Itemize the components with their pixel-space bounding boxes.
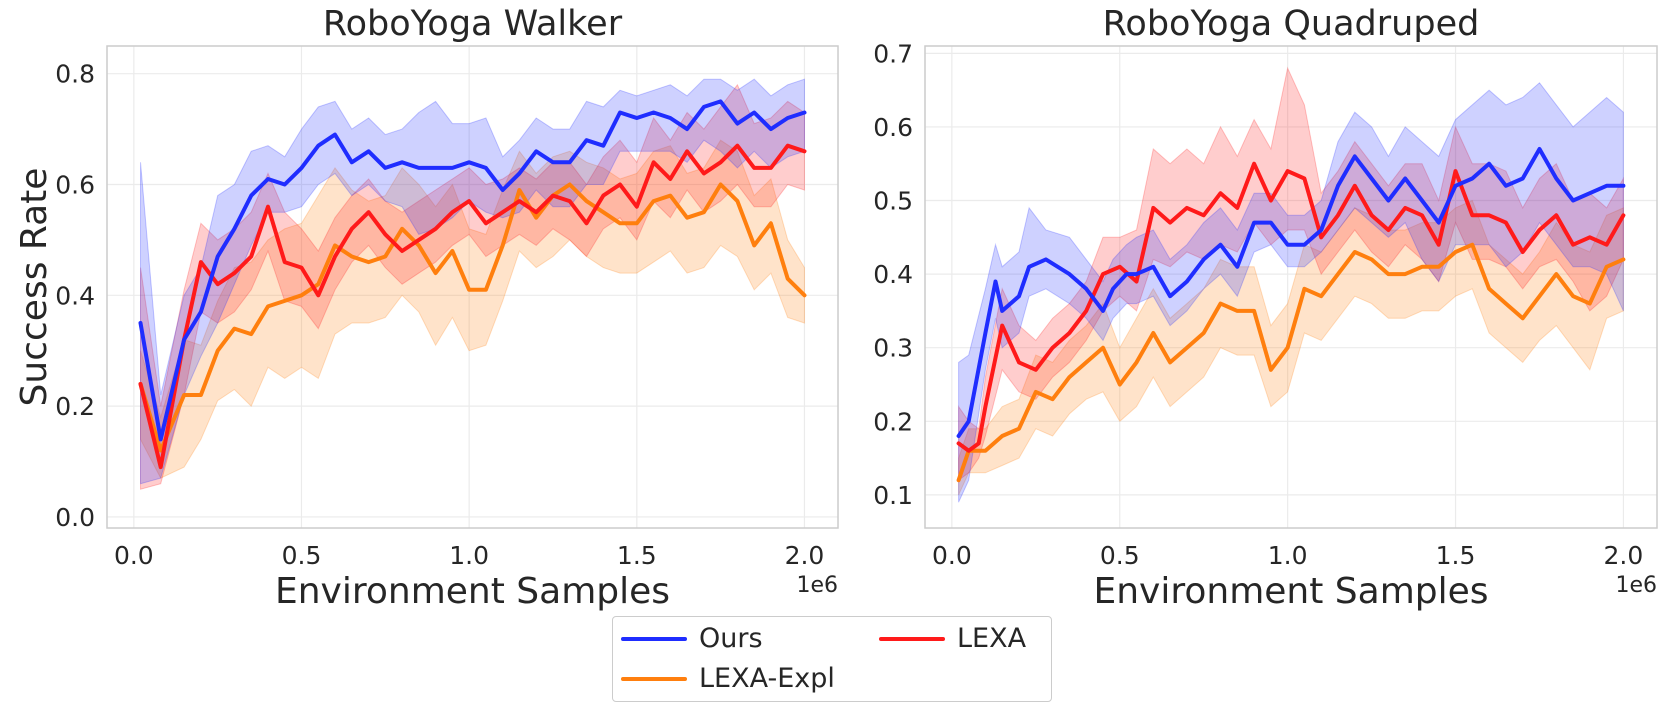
panel-1-y-tick-label-0: 0.1	[873, 481, 913, 510]
panel-1-x-tick-label-3: 1.5	[1436, 541, 1476, 570]
panel-1-plot-area	[925, 46, 1657, 528]
legend-item-ours: Ours	[621, 623, 763, 654]
panel-0-line-lexa	[138, 143, 807, 470]
legend-label-ours: Ours	[699, 623, 763, 654]
panel-0-y-axis-label: Success Rate	[14, 168, 55, 407]
panel-0-title: RoboYoga Walker	[323, 4, 623, 44]
panel-1-title: RoboYoga Quadruped	[1103, 4, 1480, 44]
panel-1-band-ours	[958, 82, 1624, 503]
panel-0-line-lexa-expl	[138, 182, 807, 453]
legend-swatch-ours	[621, 636, 687, 641]
panel-1-y-tick-label-4: 0.5	[873, 187, 913, 216]
panel-1-x-tick-label-1: 0.5	[1100, 541, 1140, 570]
panel-1-x-tick-label-4: 2.0	[1604, 541, 1644, 570]
panel-1-x-tick-label-2: 1.0	[1268, 541, 1308, 570]
legend-item-lexa: LEXA	[879, 623, 1026, 654]
legend-item-lexa-expl: LEXA-Expl	[621, 663, 835, 694]
panel-0-x-tick-label-0: 0.0	[114, 541, 154, 570]
panel-0-x-axis-label: Environment Samples	[275, 571, 670, 612]
panel-0-x-tick-label-1: 0.5	[282, 541, 322, 570]
legend-swatch-lexa	[879, 636, 945, 641]
legend: Ours LEXA LEXA-Expl	[612, 616, 1052, 702]
panel-1-x-tick-label-0: 0.0	[932, 541, 972, 570]
panel-roboyoga-walker: 0.0 0.5 1.0 1.5 2.0 0.0 0.2 0.4 0.6 0.8 RoboYoga W…	[14, 4, 839, 612]
panel-1-y-tick-label-2: 0.3	[873, 334, 913, 363]
panel-0-y-tick-label-2: 0.4	[55, 281, 95, 310]
panel-0-x-tick-label-4: 2.0	[785, 541, 825, 570]
legend-swatch-lexa-expl	[621, 676, 687, 681]
panel-0-y-tick-label-0: 0.0	[55, 503, 95, 532]
panel-1-plot-frame	[924, 45, 1658, 529]
panel-1-y-tick-label-3: 0.4	[873, 260, 913, 289]
panel-1-band-lexa-expl	[958, 199, 1624, 496]
panel-0-y-tick-label-4: 0.8	[55, 60, 95, 89]
panel-0-x-tick-label-2: 1.0	[449, 541, 489, 570]
panel-1-y-tick-label-1: 0.2	[873, 407, 913, 436]
panel-0-band-lexa-expl	[140, 139, 805, 479]
panel-0-plot-area	[107, 46, 838, 528]
panel-1-x-axis-label: Environment Samples	[1093, 571, 1488, 612]
panel-1-line-lexa	[956, 161, 1626, 453]
panel-roboyoga-quadruped: 0.0 0.5 1.0 1.5 2.0 0.1 0.2 0.3 0.4 0.5 0.6 0.7 Robo…	[873, 4, 1658, 612]
panel-1-y-tick-label-5: 0.6	[873, 113, 913, 142]
panel-0-line-ours	[138, 99, 807, 442]
panel-1-line-lexa-expl	[956, 242, 1626, 483]
panel-1-y-tick-label-6: 0.7	[873, 39, 913, 68]
panel-0-y-tick-label-3: 0.6	[55, 171, 95, 200]
panel-0-plot-frame	[106, 45, 839, 529]
legend-label-lexa-expl: LEXA-Expl	[699, 663, 835, 694]
panel-1-x-scale-label: 1e6	[1615, 573, 1657, 598]
legend-label-lexa: LEXA	[957, 623, 1027, 654]
panel-1-line-ours	[956, 147, 1626, 438]
panel-0-y-tick-label-1: 0.2	[55, 392, 95, 421]
panel-0-x-scale-label: 1e6	[796, 573, 838, 598]
panel-0-x-tick-label-3: 1.5	[617, 541, 657, 570]
